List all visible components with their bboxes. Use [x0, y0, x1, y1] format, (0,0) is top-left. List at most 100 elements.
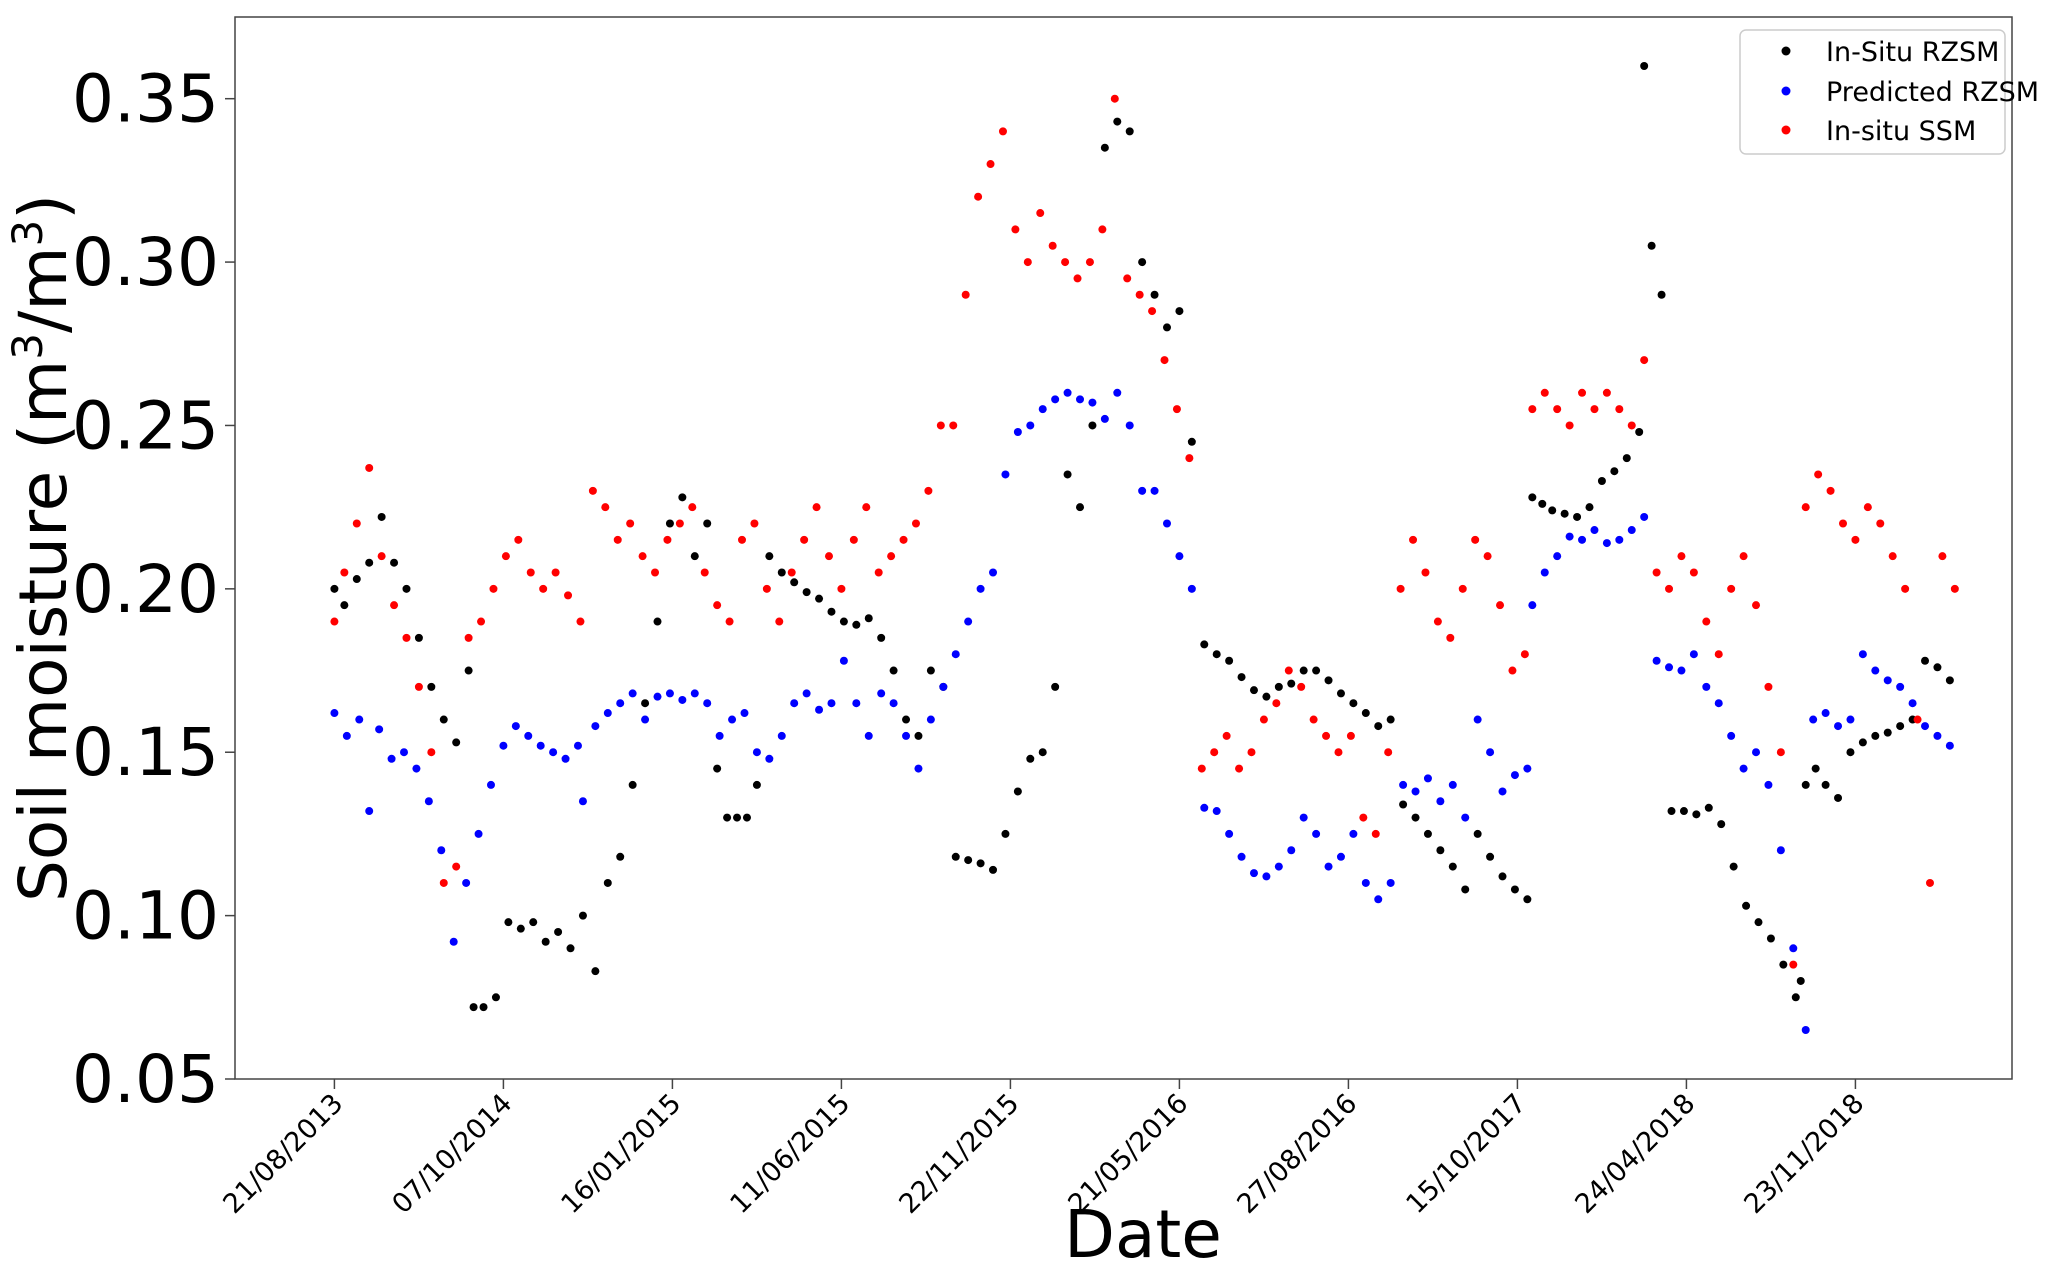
data-point: [812, 503, 821, 512]
data-point: [750, 519, 759, 528]
data-point: [837, 584, 846, 593]
data-point: [1846, 748, 1855, 757]
data-point: [1222, 731, 1231, 740]
data-point: [1858, 650, 1867, 659]
data-point: [1100, 414, 1109, 423]
data-point: [1249, 869, 1258, 878]
data-point: [1508, 666, 1517, 675]
data-point: [400, 748, 409, 757]
data-point: [375, 725, 384, 734]
data-point: [1510, 771, 1519, 780]
data-point: [703, 699, 712, 708]
data-point: [1945, 676, 1954, 685]
data-point: [1834, 793, 1843, 802]
data-point: [1051, 682, 1060, 691]
data-point: [427, 748, 436, 757]
data-point: [1411, 787, 1420, 796]
data-point: [564, 591, 573, 600]
data-point: [489, 584, 498, 593]
data-point: [725, 617, 734, 626]
data-point: [641, 715, 650, 724]
data-point: [464, 666, 473, 675]
data-point: [1602, 539, 1611, 548]
data-point: [1540, 388, 1549, 397]
data-point: [1125, 127, 1134, 136]
data-point: [1528, 405, 1537, 414]
data-point: [1361, 878, 1370, 887]
data-point: [1811, 764, 1820, 773]
data-point: [1689, 650, 1698, 659]
data-point: [1225, 829, 1234, 838]
x-tick-label: 22/11/2015: [893, 1088, 1025, 1220]
data-point: [573, 741, 582, 750]
y-axis-label-part: Soil moisture (m: [5, 360, 82, 902]
series-predicted-rzsm: [330, 388, 1954, 1034]
data-point: [752, 780, 761, 789]
data-point: [1814, 470, 1823, 479]
data-point: [474, 829, 483, 838]
data-point: [1013, 427, 1022, 436]
data-point: [1590, 405, 1599, 414]
data-point: [1212, 650, 1221, 659]
data-point: [1540, 568, 1549, 577]
data-point: [462, 878, 471, 887]
data-point: [1553, 405, 1562, 414]
data-point: [529, 918, 538, 927]
data-point: [1766, 934, 1775, 943]
data-point: [926, 666, 935, 675]
data-point: [1677, 552, 1686, 561]
data-point: [1172, 405, 1181, 414]
y-tick-label: 0.15: [72, 714, 219, 791]
data-point: [1796, 976, 1805, 985]
data-point: [1148, 307, 1157, 316]
data-point: [1423, 774, 1432, 783]
data-point: [1036, 209, 1045, 218]
data-point: [740, 709, 749, 718]
data-point: [1764, 682, 1773, 691]
data-point: [1063, 470, 1072, 479]
data-point: [1739, 764, 1748, 773]
data-point: [1423, 829, 1432, 838]
data-point: [1076, 395, 1085, 404]
data-point: [499, 741, 508, 750]
data-point: [402, 633, 411, 642]
data-point: [690, 552, 699, 561]
data-point: [1627, 526, 1636, 535]
data-point: [1299, 813, 1308, 822]
data-point: [663, 535, 672, 544]
data-point: [1565, 421, 1574, 430]
data-point: [439, 715, 448, 724]
data-point: [762, 584, 771, 593]
data-point: [1791, 993, 1800, 1002]
data-point: [1038, 405, 1047, 414]
data-point: [1801, 503, 1810, 512]
data-point: [1085, 258, 1094, 267]
data-point: [1665, 584, 1674, 593]
data-point: [889, 699, 898, 708]
data-point: [1359, 813, 1368, 822]
data-point: [616, 699, 625, 708]
data-point: [911, 519, 920, 528]
data-point: [588, 486, 597, 495]
data-point: [1627, 421, 1636, 430]
data-point: [700, 568, 709, 577]
data-point: [1284, 666, 1293, 675]
data-point: [1610, 467, 1619, 476]
data-point: [1635, 427, 1644, 436]
data-point: [427, 682, 436, 691]
data-point: [1235, 764, 1244, 773]
data-point: [1498, 872, 1507, 881]
data-point: [1076, 503, 1085, 512]
data-point: [1565, 532, 1574, 541]
data-point: [678, 695, 687, 704]
data-point: [554, 927, 563, 936]
data-point: [1677, 666, 1686, 675]
data-point: [1262, 692, 1271, 701]
data-point: [1921, 656, 1930, 665]
data-point: [1473, 715, 1482, 724]
data-point: [1386, 878, 1395, 887]
data-point: [464, 633, 473, 642]
data-point: [1776, 748, 1785, 757]
data-point: [1001, 470, 1010, 479]
data-point: [1590, 526, 1599, 535]
